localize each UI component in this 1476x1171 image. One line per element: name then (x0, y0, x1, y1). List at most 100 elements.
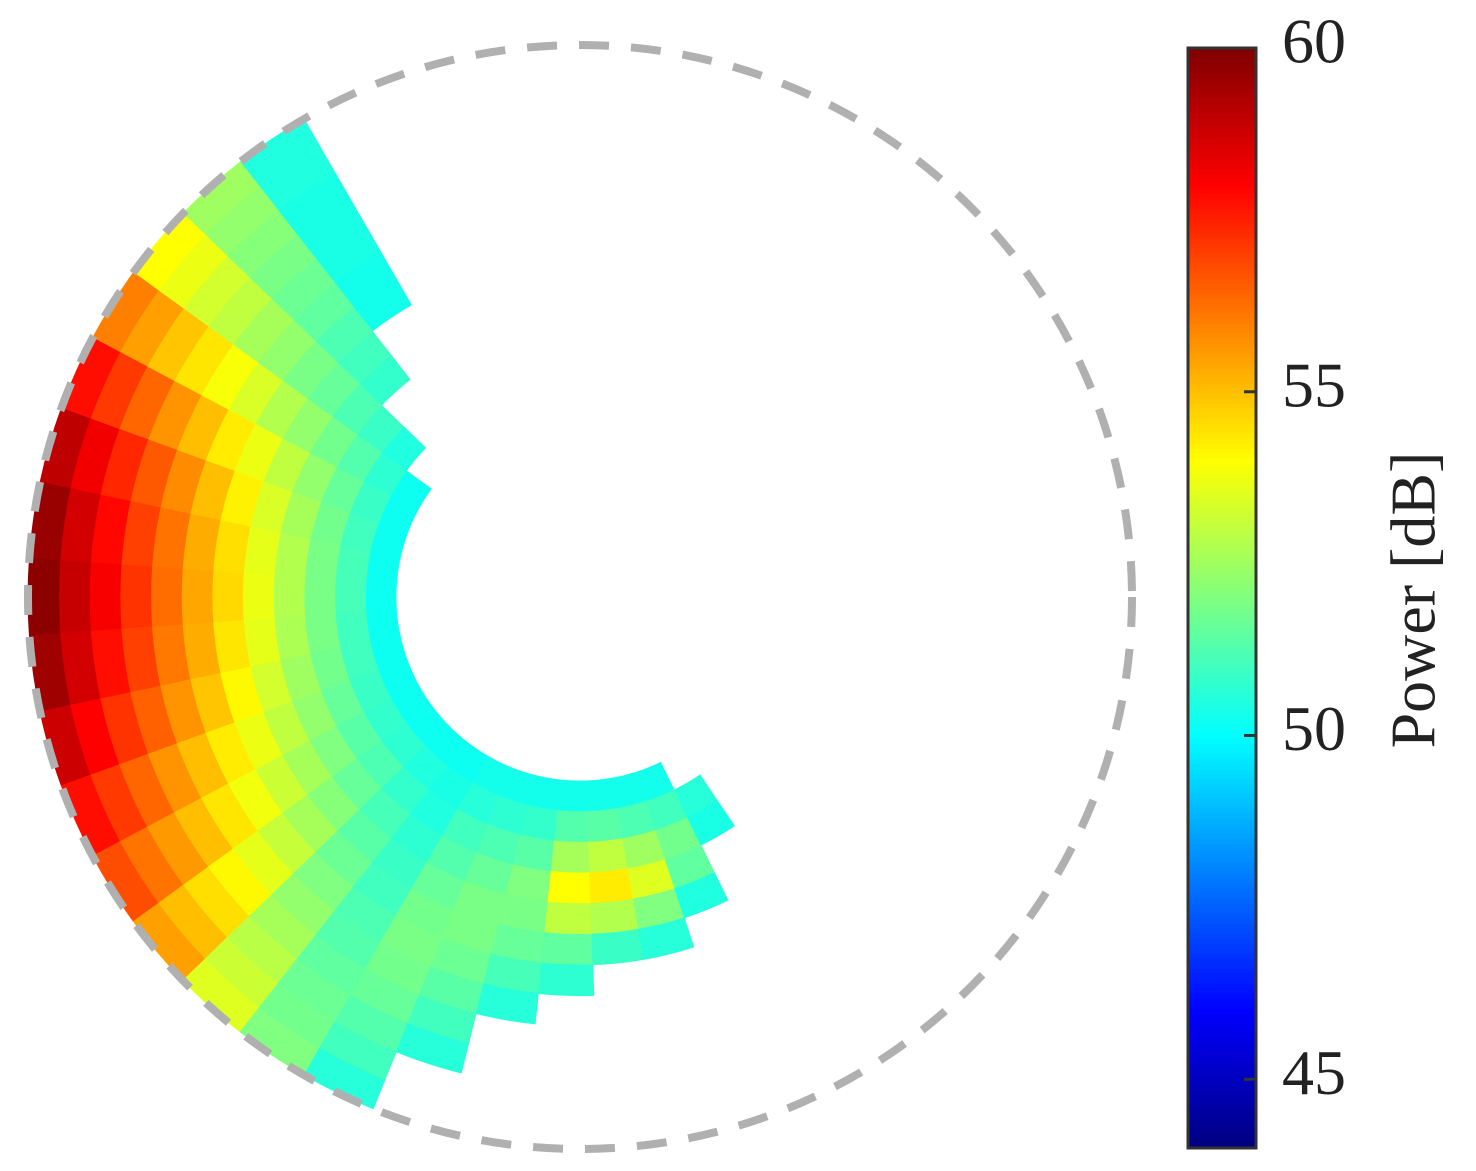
colorbar-tick-label: 60 (1282, 6, 1346, 77)
colorbar-slice (1188, 198, 1256, 204)
colorbar-slice (1188, 223, 1256, 229)
colorbar-slice (1188, 343, 1256, 349)
colorbar-slice (1188, 358, 1256, 364)
heatmap-cell (334, 579, 367, 615)
colorbar-slice (1188, 1098, 1256, 1104)
colorbar-slice (1188, 968, 1256, 974)
colorbar-slice (1188, 248, 1256, 254)
colorbar-slice (1188, 683, 1256, 689)
heatmap-cell (588, 838, 629, 874)
colorbar-slice (1188, 573, 1256, 579)
colorbar-slice (1188, 603, 1256, 609)
colorbar-slice (1188, 263, 1256, 269)
colorbar-slice (1188, 1123, 1256, 1129)
colorbar-slice (1188, 1048, 1256, 1054)
colorbar-slice (1188, 188, 1256, 194)
colorbar-slice (1188, 628, 1256, 634)
colorbar-slice (1188, 1073, 1256, 1079)
colorbar-slice (1188, 148, 1256, 154)
heatmap-cell (364, 581, 397, 613)
colorbar-slice (1188, 923, 1256, 929)
colorbar-slice (1188, 758, 1256, 764)
colorbar-slice (1188, 1018, 1256, 1024)
heatmap-cell (150, 566, 183, 628)
colorbar: 45 50 55 60 (1186, 6, 1346, 1150)
colorbar-slice (1188, 973, 1256, 979)
colorbar-slice (1188, 783, 1256, 789)
heatmap (27, 118, 735, 1110)
colorbar-slice (1188, 238, 1256, 244)
colorbar-slice (1188, 58, 1256, 64)
colorbar-slice (1188, 408, 1256, 414)
colorbar-slice (1188, 703, 1256, 709)
colorbar-slice (1188, 633, 1256, 639)
colorbar-slice (1188, 333, 1256, 339)
heatmap-cell (674, 872, 729, 919)
colorbar-slice (1188, 283, 1256, 289)
colorbar-slice (1188, 888, 1256, 894)
colorbar-slice (1188, 778, 1256, 784)
colorbar-slice (1188, 268, 1256, 274)
colorbar-slice (1188, 808, 1256, 814)
colorbar-slice (1188, 163, 1256, 169)
colorbar-slice (1188, 998, 1256, 1004)
colorbar-frame (1186, 46, 1258, 1150)
colorbar-slice (1188, 398, 1256, 404)
colorbar-slice (1188, 1138, 1256, 1144)
colorbar-slice (1188, 1013, 1256, 1019)
colorbar-slice (1188, 948, 1256, 954)
heatmap-cell (211, 570, 244, 624)
colorbar-slice (1188, 468, 1256, 474)
colorbar-slice (1188, 418, 1256, 424)
colorbar-slice (1188, 748, 1256, 754)
colorbar-slice (1188, 863, 1256, 869)
colorbar-slice (1188, 993, 1256, 999)
colorbar-slice (1188, 893, 1256, 899)
colorbar-slice (1188, 518, 1256, 524)
colorbar-slice (1188, 1093, 1256, 1099)
colorbar-slice (1188, 368, 1256, 374)
heatmap-cell (547, 871, 592, 905)
colorbar-slice (1188, 1108, 1256, 1114)
colorbar-slice (1188, 303, 1256, 309)
colorbar-slice (1188, 463, 1256, 469)
colorbar-slice (1188, 63, 1256, 69)
colorbar-slice (1188, 48, 1256, 54)
colorbar-slice (1188, 753, 1256, 759)
colorbar-slice (1188, 1128, 1256, 1134)
colorbar-slice (1188, 228, 1256, 234)
colorbar-slice (1188, 658, 1256, 664)
colorbar-slice (1188, 488, 1256, 494)
heatmap-cell (272, 575, 306, 619)
colorbar-slice (1188, 103, 1256, 109)
colorbar-slice (1188, 798, 1256, 804)
colorbar-slice (1188, 853, 1256, 859)
colorbar-slice (1188, 548, 1256, 554)
colorbar-slice (1188, 828, 1256, 834)
colorbar-slice (1188, 308, 1256, 314)
colorbar-slice (1188, 908, 1256, 914)
colorbar-slice (1188, 963, 1256, 969)
colorbar-slice (1188, 458, 1256, 464)
heatmap-cell (304, 613, 341, 655)
colorbar-slice (1188, 743, 1256, 749)
colorbar-slice (1188, 673, 1256, 679)
colorbar-slice (1188, 83, 1256, 89)
colorbar-slice (1188, 123, 1256, 129)
colorbar-slice (1188, 873, 1256, 879)
colorbar-slice (1188, 713, 1256, 719)
colorbar-slice (1188, 98, 1256, 104)
colorbar-slice (1188, 208, 1256, 214)
colorbar-slice (1188, 1003, 1256, 1009)
colorbar-slice (1188, 803, 1256, 809)
colorbar-slice (1188, 558, 1256, 564)
colorbar-slice (1188, 723, 1256, 729)
colorbar-slice (1188, 438, 1256, 444)
colorbar-slice (1188, 113, 1256, 119)
colorbar-slice (1188, 168, 1256, 174)
colorbar-slice (1188, 493, 1256, 499)
colorbar-slice (1188, 1063, 1256, 1069)
heatmap-cell (303, 1047, 386, 1110)
colorbar-slice (1188, 1083, 1256, 1089)
